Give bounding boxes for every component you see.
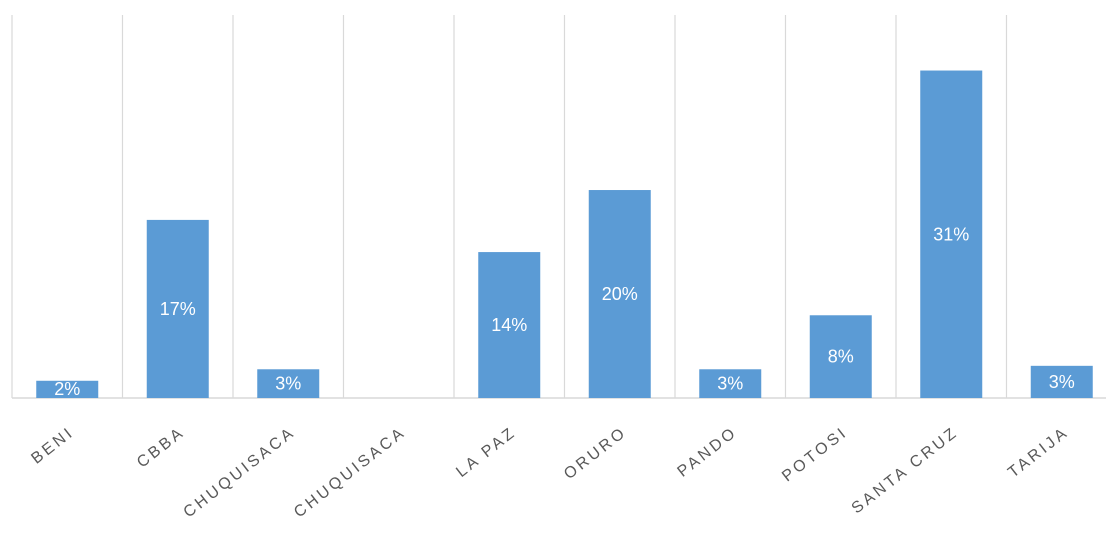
bar-la-paz-4 (478, 252, 541, 398)
bar-pando-6 (699, 369, 762, 398)
data-label: 3% (717, 374, 743, 394)
x-tick-label: PANDO (675, 424, 741, 481)
data-label: 3% (1049, 372, 1075, 392)
bar-cbba-1 (146, 219, 209, 398)
x-tick-label: CHUQUISACA (181, 424, 299, 522)
data-label: 20% (602, 284, 638, 304)
x-tick-label: SANTA CRUZ (849, 424, 962, 518)
bar-potosi-7 (809, 315, 872, 398)
x-tick-label: ORURO (561, 424, 630, 483)
data-label: 8% (828, 347, 854, 367)
x-tick-label: TARIJA (1005, 424, 1072, 482)
x-tick-label: POTOSI (779, 424, 851, 486)
data-label: 17% (160, 299, 196, 319)
data-label: 3% (275, 374, 301, 394)
bars (36, 70, 1093, 398)
data-label: 2% (54, 379, 80, 399)
x-tick-label: CBBA (134, 424, 188, 472)
bar-tarija-9 (1030, 365, 1093, 398)
x-tick-label: CHUQUISACA (291, 424, 409, 522)
bar-santa-cruz-8 (920, 70, 983, 398)
bar-oruro-5 (588, 190, 651, 398)
data-labels: 2% 17% 3% 0% 14% 20% 3% 8% 31% 3% (54, 224, 1075, 399)
data-label: 31% (933, 224, 969, 244)
data-label: 0% (386, 379, 412, 399)
x-tick-label: LA PAZ (453, 424, 519, 481)
x-tick-label: BENI (28, 424, 77, 468)
data-label: 14% (491, 315, 527, 335)
bar-beni-0 (36, 380, 99, 398)
bar-chuquisaca-2 (257, 369, 320, 398)
